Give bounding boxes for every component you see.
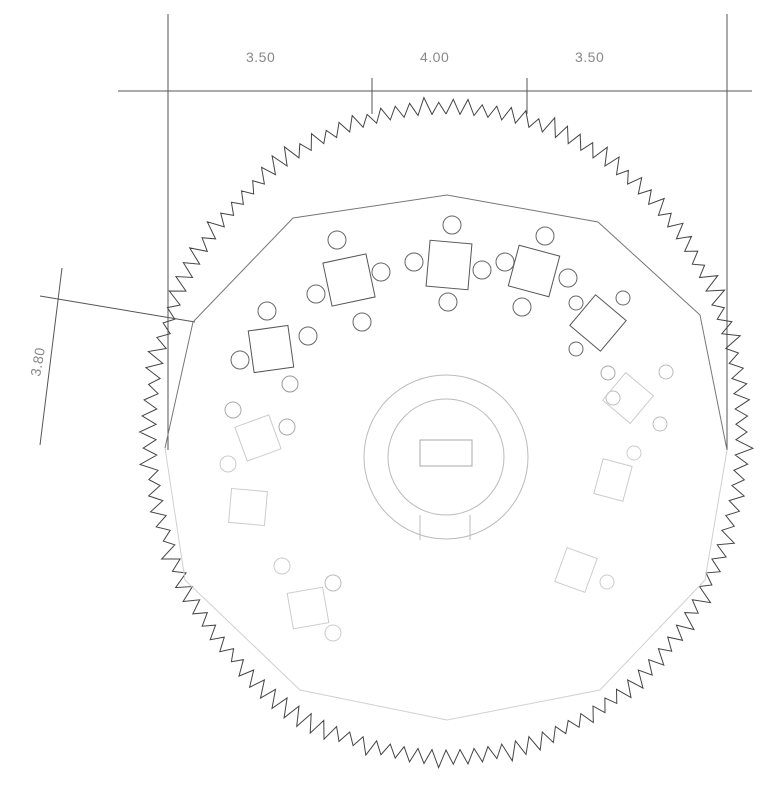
chair	[568, 341, 584, 357]
chair	[558, 268, 578, 288]
chair	[438, 292, 458, 312]
chair	[352, 312, 372, 332]
chair	[281, 375, 299, 393]
chair	[495, 252, 515, 272]
chair	[652, 416, 668, 432]
dimension-label-vertical: 3.80	[27, 346, 48, 378]
table-3	[507, 244, 561, 298]
table-1	[322, 253, 376, 307]
chair	[568, 295, 584, 311]
chair	[626, 445, 642, 461]
tree-line-border	[138, 96, 755, 769]
chair	[324, 574, 342, 592]
chair	[512, 297, 532, 317]
chair	[230, 350, 250, 370]
table-5	[569, 294, 627, 352]
chair	[306, 284, 326, 304]
chair	[658, 364, 674, 380]
chair	[219, 455, 237, 473]
chair	[273, 557, 291, 575]
faded-tables	[228, 371, 655, 630]
dimension-label-left-span: 3.50	[246, 49, 275, 65]
central-feature	[363, 374, 529, 540]
chair	[599, 574, 615, 590]
table-group	[219, 215, 674, 642]
chair	[257, 301, 277, 321]
chair	[404, 252, 424, 272]
chair	[324, 624, 342, 642]
chair	[472, 260, 492, 280]
table-2	[425, 239, 473, 291]
chair	[371, 262, 391, 282]
room-outline	[164, 194, 728, 451]
chair	[278, 418, 296, 436]
chair	[615, 290, 631, 306]
dimension-lines	[39, 14, 752, 450]
chair	[605, 390, 621, 406]
dimension-label-right-span: 3.50	[575, 49, 604, 65]
table-4	[247, 324, 295, 374]
chair	[442, 215, 462, 235]
chair	[298, 326, 318, 346]
chair	[224, 401, 242, 419]
room-outline-faded	[164, 447, 728, 721]
chair	[327, 230, 347, 250]
chair	[600, 365, 616, 381]
chair	[535, 226, 555, 246]
dimension-label-center-span: 4.00	[420, 49, 449, 65]
